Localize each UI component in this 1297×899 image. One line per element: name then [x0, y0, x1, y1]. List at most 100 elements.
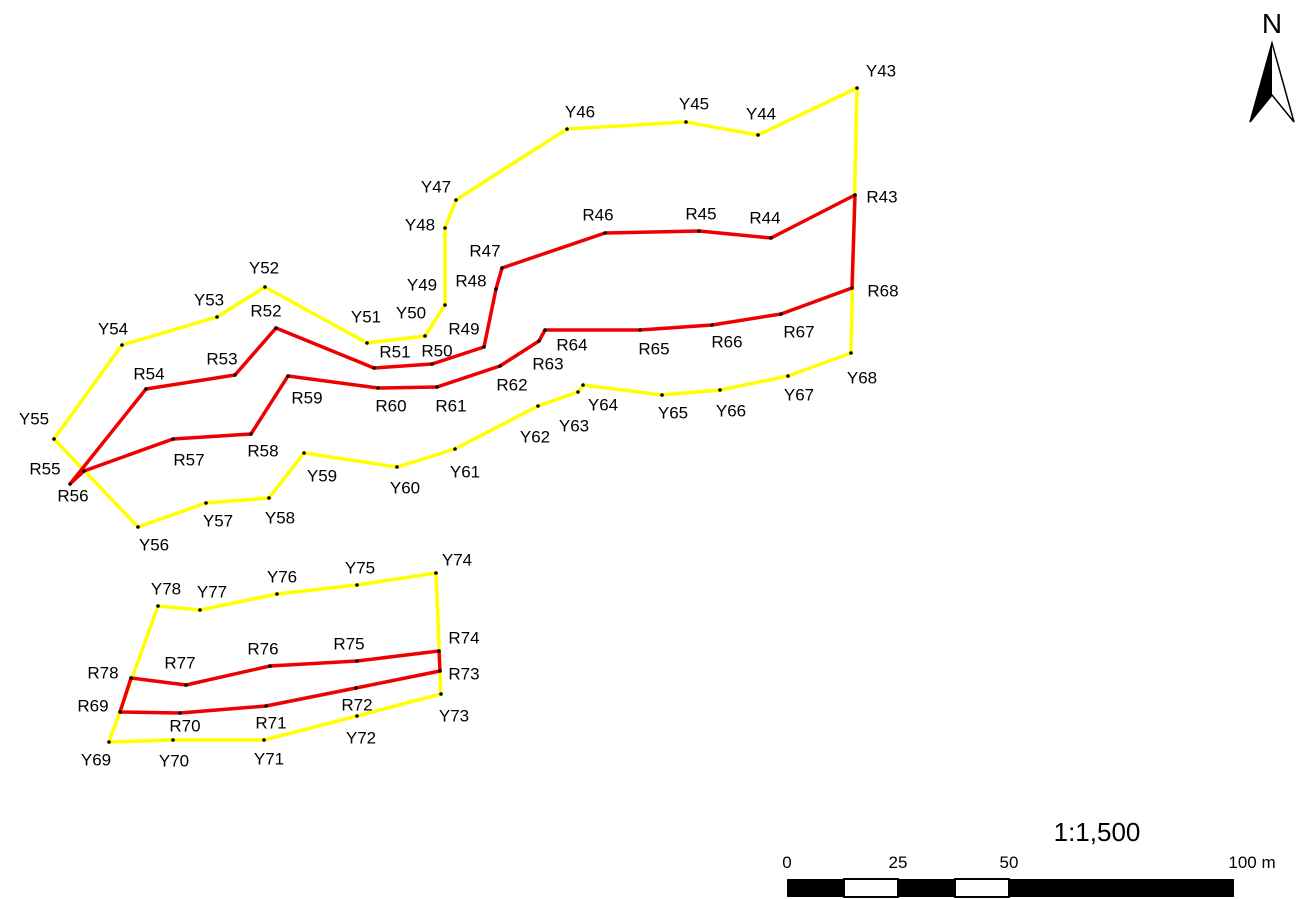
vertex-r46 — [603, 231, 607, 235]
point-label-r59: R59 — [291, 388, 322, 407]
vertex-y54 — [120, 343, 124, 347]
vertex-r59 — [286, 374, 290, 378]
vertex-r54 — [144, 387, 148, 391]
scale-tick-100: 100 m — [1228, 853, 1275, 872]
vertex-y55 — [52, 437, 56, 441]
vertex-r49 — [482, 345, 486, 349]
point-label-y76: Y76 — [267, 567, 297, 586]
point-label-r58: R58 — [247, 441, 278, 460]
north-arrow: N — [1249, 8, 1295, 123]
point-label-r63: R63 — [532, 354, 563, 373]
vertex-r57 — [171, 437, 175, 441]
vertex-r50 — [430, 362, 434, 366]
vertex-r74 — [437, 649, 441, 653]
vertex-y57 — [204, 501, 208, 505]
vertex-y53 — [215, 315, 219, 319]
vertex-y68 — [849, 351, 853, 355]
point-label-y66: Y66 — [716, 401, 746, 420]
scale-segment-3 — [898, 879, 955, 897]
vertex-y66 — [718, 388, 722, 392]
scale-bar: 1:1,500 0 25 50 100 m — [782, 817, 1276, 898]
vertex-r55 — [68, 482, 72, 486]
point-label-r62: R62 — [496, 375, 527, 394]
point-label-r51: R51 — [379, 342, 410, 361]
vertex-y64 — [581, 383, 585, 387]
point-label-r76: R76 — [247, 639, 278, 658]
vertex-r70 — [178, 711, 182, 715]
vertex-r52 — [274, 326, 278, 330]
point-label-r70: R70 — [169, 716, 200, 735]
vertex-r65 — [638, 328, 642, 332]
point-label-r47: R47 — [469, 241, 500, 260]
vertex-y73 — [439, 692, 443, 696]
point-label-r64: R64 — [556, 335, 587, 354]
point-label-y68: Y68 — [847, 368, 877, 387]
vertex-y47 — [454, 198, 458, 202]
vertex-y43 — [855, 86, 859, 90]
vertex-y49 — [443, 303, 447, 307]
vertex-y44 — [756, 133, 760, 137]
vertex-r44 — [769, 236, 773, 240]
point-label-y59: Y59 — [307, 466, 337, 485]
vertex-y74 — [434, 571, 438, 575]
point-label-r77: R77 — [164, 653, 195, 672]
point-label-r65: R65 — [638, 339, 669, 358]
vertex-r43 — [853, 193, 857, 197]
vertex-y76 — [275, 592, 279, 596]
scale-segment-4 — [954, 878, 1010, 898]
point-label-r61: R61 — [435, 396, 466, 415]
vertex-y71 — [262, 738, 266, 742]
point-label-y56: Y56 — [139, 535, 169, 554]
vertex-y52 — [263, 285, 267, 289]
point-label-y57: Y57 — [203, 511, 233, 530]
point-label-y65: Y65 — [658, 403, 688, 422]
point-label-y67: Y67 — [784, 385, 814, 404]
vertex-r69 — [118, 710, 122, 714]
vertex-y60 — [395, 465, 399, 469]
point-label-y47: Y47 — [421, 177, 451, 196]
vertex-y63 — [576, 390, 580, 394]
point-label-y43: Y43 — [866, 61, 896, 80]
north-arrow-dark-half-icon — [1250, 43, 1272, 122]
vertex-r56 — [82, 469, 86, 473]
point-label-r60: R60 — [375, 396, 406, 415]
point-label-y49: Y49 — [407, 275, 437, 294]
vertex-layer — [52, 86, 859, 744]
vertex-y67 — [786, 374, 790, 378]
vertex-r78 — [129, 676, 133, 680]
vertex-r68 — [850, 286, 854, 290]
point-label-y60: Y60 — [390, 478, 420, 497]
vertex-y75 — [355, 583, 359, 587]
point-label-r75: R75 — [333, 634, 364, 653]
north-label: N — [1262, 8, 1282, 39]
point-label-y50: Y50 — [396, 303, 426, 322]
point-label-y72: Y72 — [346, 728, 376, 747]
vertex-r62 — [498, 364, 502, 368]
point-label-r43: R43 — [866, 187, 897, 206]
vertex-r53 — [233, 373, 237, 377]
point-label-r78: R78 — [87, 663, 118, 682]
point-label-r68: R68 — [867, 281, 898, 300]
point-label-y45: Y45 — [679, 94, 709, 113]
vertex-y59 — [302, 451, 306, 455]
vertex-r75 — [355, 659, 359, 663]
point-label-y74: Y74 — [442, 550, 472, 569]
point-label-r72: R72 — [341, 695, 372, 714]
point-label-r50: R50 — [421, 341, 452, 360]
vertex-r63 — [537, 339, 541, 343]
scale-segment-5 — [1009, 879, 1234, 897]
point-label-y75: Y75 — [345, 558, 375, 577]
point-label-y58: Y58 — [265, 508, 295, 527]
vertex-r66 — [710, 323, 714, 327]
point-label-y70: Y70 — [159, 751, 189, 770]
scale-tick-0: 0 — [782, 853, 791, 872]
point-label-r45: R45 — [685, 204, 716, 223]
point-label-r53: R53 — [206, 349, 237, 368]
point-label-y53: Y53 — [194, 290, 224, 309]
vertex-r60 — [376, 386, 380, 390]
vertex-r73 — [438, 669, 442, 673]
point-label-r56: R56 — [57, 486, 88, 505]
vertex-r58 — [249, 432, 253, 436]
point-label-y54: Y54 — [98, 319, 128, 338]
